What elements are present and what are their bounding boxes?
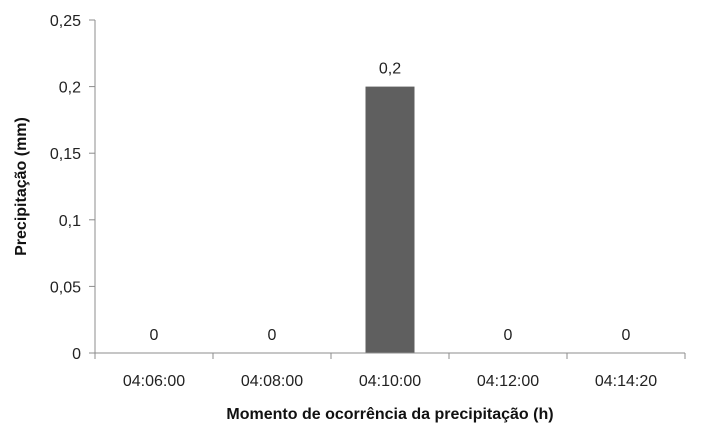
y-tick-label: 0 bbox=[72, 346, 81, 363]
y-tick-label: 0,1 bbox=[59, 213, 81, 230]
x-tick-label: 04:10:00 bbox=[359, 373, 421, 390]
data-label: 0 bbox=[504, 327, 513, 344]
x-tick-label: 04:08:00 bbox=[241, 373, 303, 390]
y-axis-ticks: 0 0,05 0,1 0,15 0,2 0,25 bbox=[50, 13, 95, 363]
x-axis-ticks: 04:06:00 04:08:00 04:10:00 04:12:00 04:14:20 bbox=[94, 353, 686, 390]
y-tick-label: 0,15 bbox=[50, 146, 81, 163]
data-labels: 0 0 0,2 0 0 bbox=[150, 61, 631, 344]
x-tick-label: 04:06:00 bbox=[123, 373, 185, 390]
y-tick-label: 0,25 bbox=[50, 13, 81, 30]
y-tick-label: 0,05 bbox=[50, 279, 81, 296]
x-tick-label: 04:12:00 bbox=[477, 373, 539, 390]
data-label: 0,2 bbox=[379, 61, 401, 78]
data-label: 0 bbox=[622, 327, 631, 344]
bars bbox=[365, 86, 415, 353]
x-axis-title: Momento de ocorrência da precipitação (h… bbox=[226, 406, 553, 423]
data-label: 0 bbox=[150, 327, 159, 344]
x-tick-label: 04:14:20 bbox=[595, 373, 657, 390]
bar bbox=[365, 86, 415, 353]
data-label: 0 bbox=[268, 327, 277, 344]
y-axis-title: Precipitação (mm) bbox=[13, 117, 30, 256]
y-tick-label: 0,2 bbox=[59, 80, 81, 97]
